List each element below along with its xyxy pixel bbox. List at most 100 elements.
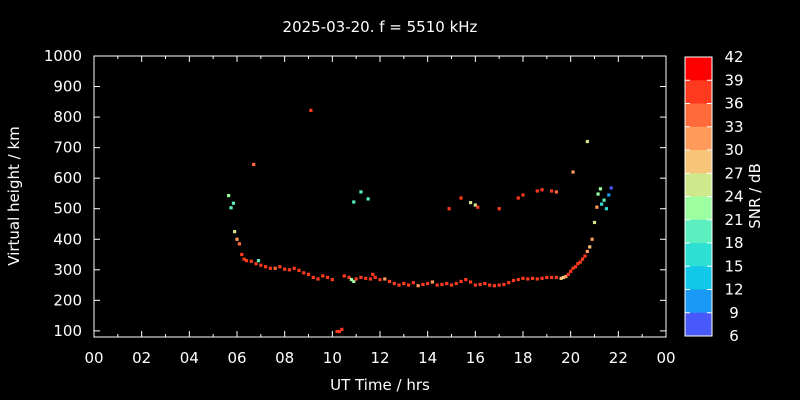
x-tick-label: 16 bbox=[466, 349, 485, 367]
data-point bbox=[507, 281, 511, 285]
data-point bbox=[352, 200, 356, 204]
y-tick-label: 300 bbox=[53, 261, 82, 279]
colorbar-band bbox=[685, 150, 712, 174]
data-point bbox=[488, 283, 492, 287]
data-point bbox=[321, 274, 325, 278]
data-point bbox=[468, 280, 473, 284]
data-point bbox=[573, 265, 578, 269]
data-point bbox=[516, 277, 520, 282]
data-point bbox=[244, 259, 249, 263]
data-point bbox=[387, 279, 392, 284]
data-point bbox=[316, 277, 320, 281]
data-point bbox=[254, 262, 258, 266]
data-point bbox=[521, 193, 525, 197]
colorbar-band bbox=[685, 80, 712, 104]
data-point bbox=[349, 277, 353, 282]
y-axis-label: Virtual height / km bbox=[5, 126, 23, 265]
data-point bbox=[342, 274, 346, 278]
colorbar-tick-label: 18 bbox=[724, 234, 743, 252]
data-point bbox=[585, 139, 589, 144]
data-point bbox=[449, 283, 454, 287]
colorbar-tick-label: 24 bbox=[724, 188, 743, 206]
data-point bbox=[359, 275, 363, 280]
x-axis-label: UT Time / hrs bbox=[330, 376, 430, 394]
colorbar-band bbox=[685, 126, 712, 151]
data-point bbox=[273, 266, 277, 270]
data-point bbox=[407, 283, 411, 287]
data-point bbox=[287, 268, 292, 272]
data-point bbox=[252, 162, 256, 167]
data-point bbox=[550, 189, 554, 193]
data-point bbox=[233, 230, 237, 234]
data-point bbox=[430, 280, 435, 284]
data-point bbox=[426, 281, 430, 286]
chart-title: 2025-03-20. f = 5510 kHz bbox=[283, 18, 478, 36]
y-tick-label: 500 bbox=[53, 200, 82, 218]
x-tick-label: 08 bbox=[275, 349, 294, 367]
data-point bbox=[473, 283, 477, 287]
data-point bbox=[368, 277, 373, 281]
data-point bbox=[411, 281, 415, 285]
x-tick-label: 10 bbox=[323, 349, 342, 367]
colorbar-tick-label: 36 bbox=[724, 95, 743, 113]
colorbar-band bbox=[685, 103, 712, 128]
data-point bbox=[459, 279, 463, 284]
data-point bbox=[445, 281, 449, 286]
colorbar-label: SNR / dB bbox=[746, 163, 764, 229]
data-point bbox=[492, 284, 496, 288]
y-tick-label: 600 bbox=[53, 169, 82, 187]
data-point bbox=[302, 271, 306, 275]
data-point bbox=[530, 276, 535, 280]
data-point bbox=[592, 220, 597, 225]
colorbar-tick-label: 6 bbox=[729, 327, 739, 345]
y-tick-label: 100 bbox=[53, 322, 82, 340]
data-point bbox=[545, 275, 549, 280]
data-point bbox=[364, 276, 368, 280]
data-point bbox=[598, 187, 603, 191]
colorbar-band bbox=[685, 266, 712, 290]
data-point bbox=[237, 242, 241, 246]
colorbar-tick-label: 27 bbox=[724, 164, 743, 182]
data-point bbox=[526, 277, 530, 281]
data-point bbox=[590, 237, 594, 241]
data-point bbox=[235, 237, 239, 241]
data-point bbox=[227, 193, 231, 198]
data-point bbox=[580, 257, 585, 261]
plot-frame bbox=[93, 55, 667, 338]
data-point bbox=[609, 186, 613, 190]
data-point bbox=[383, 277, 387, 281]
y-ticks: 100 200 300 400 500 600 700 800 900 1000 bbox=[44, 47, 666, 340]
data-point bbox=[378, 277, 382, 282]
data-point bbox=[256, 259, 261, 263]
data-point bbox=[571, 266, 575, 270]
x-tick-label: 18 bbox=[513, 349, 532, 367]
data-point bbox=[447, 207, 451, 211]
data-point bbox=[259, 263, 263, 267]
data-point bbox=[561, 275, 566, 280]
x-tick-label: 02 bbox=[132, 349, 151, 367]
data-point bbox=[588, 245, 592, 249]
colorbar-tick-label: 12 bbox=[724, 281, 743, 299]
data-point bbox=[540, 188, 544, 192]
colorbar-tick-label: 42 bbox=[724, 48, 743, 66]
data-point bbox=[473, 203, 477, 207]
data-point bbox=[264, 265, 268, 269]
data-point bbox=[347, 275, 351, 280]
data-point bbox=[242, 257, 246, 261]
data-point bbox=[440, 282, 444, 287]
data-point bbox=[540, 276, 544, 280]
colorbar-tick-label: 21 bbox=[724, 211, 743, 229]
data-point bbox=[337, 329, 342, 334]
data-point bbox=[600, 202, 604, 206]
colorbar-tick-label: 39 bbox=[724, 71, 743, 89]
data-point bbox=[569, 269, 573, 273]
data-point bbox=[297, 268, 301, 273]
colorbar-tick-label: 30 bbox=[724, 141, 743, 159]
y-tick-label: 900 bbox=[53, 78, 82, 96]
data-point bbox=[566, 272, 570, 276]
x-tick-label: 00 bbox=[84, 349, 103, 367]
colorbar-band bbox=[685, 219, 712, 244]
data-point bbox=[309, 108, 313, 112]
colorbar-band bbox=[685, 173, 712, 197]
data-point bbox=[521, 276, 525, 280]
